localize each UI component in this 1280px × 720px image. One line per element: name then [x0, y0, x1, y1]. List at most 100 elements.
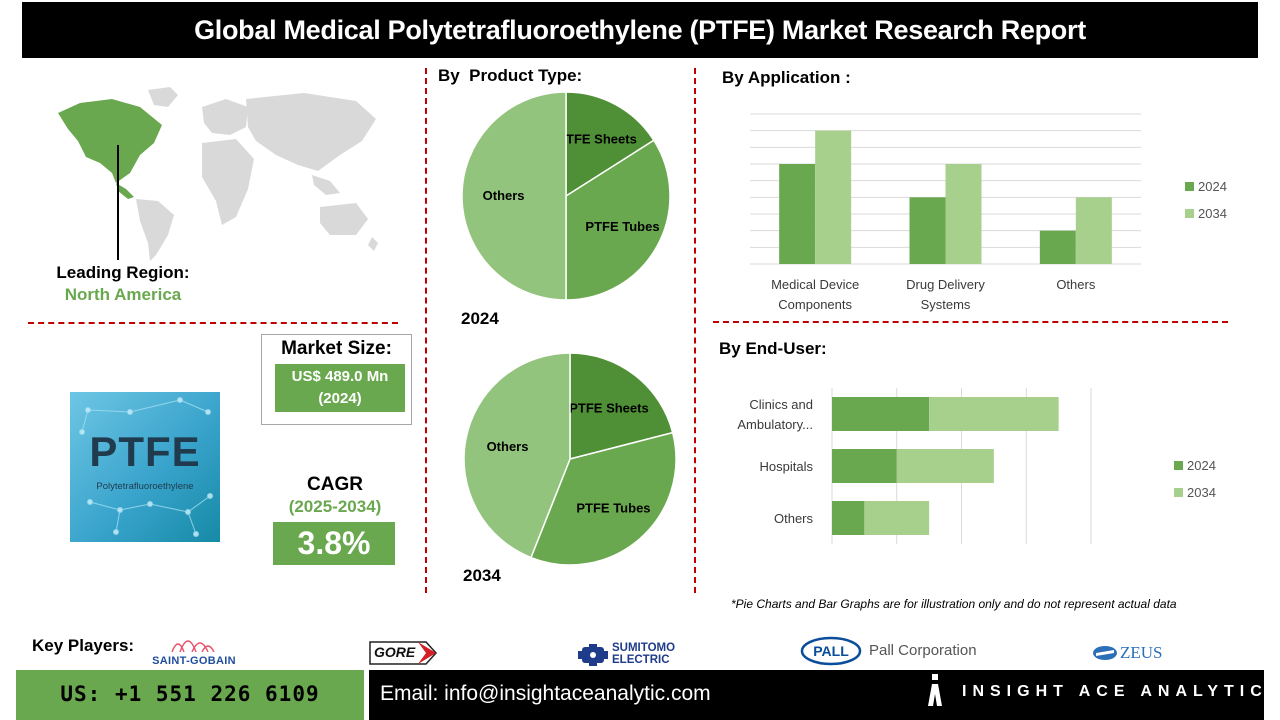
- pie-label-ptfe-tubes: PTFE Tubes: [585, 219, 659, 234]
- end-user-bar-chart: Clinics and Ambulatory... Hospitals Others 2…: [737, 388, 1216, 544]
- pie-2024-year-label: 2024: [461, 309, 499, 328]
- category-label: Clinics and: [749, 397, 813, 412]
- email-address[interactable]: Email: info@insightaceanalytic.com: [380, 682, 711, 705]
- bar-others-2024: [832, 501, 865, 535]
- zeus-logo: ZEUS: [1092, 643, 1182, 665]
- cagr-period: (2025-2034): [288, 497, 382, 516]
- contact-banner: [369, 670, 1264, 720]
- product-type-pie-2024: PTFE Sheets PTFE Tubes Others: [461, 91, 671, 301]
- south-america-shape: [136, 199, 174, 261]
- pie-label-others: Others: [487, 439, 529, 454]
- pall-oval-icon: [800, 636, 862, 666]
- legend-swatch-2024: [1174, 461, 1183, 470]
- sumitomo-electric-logo: SUMITOMO ELECTRIC: [578, 642, 688, 668]
- insight-ace-logo-icon: [928, 674, 942, 706]
- market-size-label: Market Size:: [281, 338, 392, 359]
- ptfe-product-image: [70, 392, 220, 542]
- zeus-emblem-icon: [1093, 646, 1117, 660]
- bar-medical-device-components-2034: [815, 130, 852, 264]
- category-label: Components: [778, 297, 852, 312]
- saint-gobain-text: SAINT-GOBAIN: [152, 655, 236, 667]
- pie-slice-ptfe-tubes: [565, 139, 671, 301]
- chart-disclaimer: *Pie Charts and Bar Graphs are for illus…: [731, 597, 1177, 611]
- market-size-year: (2024): [318, 390, 362, 407]
- sumitomo-emblem-icon: [578, 644, 608, 666]
- end-user-heading: By End-User:: [719, 339, 827, 358]
- zeus-text: ZEUS: [1120, 643, 1163, 662]
- leading-region-value: North America: [64, 285, 182, 304]
- central-america-shape: [116, 183, 134, 199]
- market-size-value: US$ 489.0 Mn: [291, 368, 389, 385]
- brand-name: INSIGHT ACE ANALYTIC: [962, 683, 1268, 700]
- asia-shape: [246, 93, 376, 171]
- category-label: Systems: [921, 297, 971, 312]
- pie-slice-ptfe-sheets: [569, 352, 674, 460]
- saint-gobain-arch-icon: [171, 640, 215, 652]
- legend-label-2034: 2034: [1187, 485, 1216, 500]
- application-heading: By Application :: [722, 68, 851, 87]
- market-size-badge: [275, 364, 405, 412]
- product-type-pie-2034: PTFE Sheets PTFE Tubes Others: [463, 352, 677, 566]
- ptfe-image-subtitle: Polytetrafluoroethylene: [96, 481, 194, 492]
- cagr-value: 3.8%: [297, 525, 371, 561]
- sumitomo-text: SUMITOMO: [612, 642, 676, 654]
- pie-slice-others: [461, 91, 567, 301]
- pie-label-ptfe-sheets: PTFE Sheets: [557, 131, 636, 146]
- bar-clinics-and-ambulatory-2024: [832, 397, 930, 431]
- category-label: Others: [774, 511, 814, 526]
- north-america-shape: [58, 99, 162, 183]
- cagr-badge: [273, 522, 395, 565]
- application-bar-chart: Medical Device Components Drug Delivery Sys…: [750, 113, 1227, 312]
- bar-hospitals-2034: [896, 449, 994, 483]
- title-bar: [22, 2, 1258, 58]
- category-label: Drug Delivery: [906, 277, 985, 292]
- greenland-shape: [148, 87, 178, 107]
- europe-shape: [202, 99, 248, 135]
- southeast-asia-shape: [312, 175, 340, 195]
- pall-oval-text: PALL: [813, 643, 849, 659]
- pie-2034-year-label: 2034: [463, 566, 501, 585]
- pie-slice-ptfe-tubes: [530, 431, 677, 566]
- pie-label-others: Others: [483, 188, 525, 203]
- legend-label-2024: 2024: [1198, 179, 1227, 194]
- molecule-network-icon: [79, 397, 213, 537]
- category-label: Others: [1056, 277, 1096, 292]
- bar-hospitals-2024: [832, 449, 897, 483]
- key-players-label: Key Players:: [32, 636, 135, 655]
- category-label: Hospitals: [760, 459, 814, 474]
- legend-swatch-2034: [1174, 488, 1183, 497]
- pie-slice-ptfe-sheets: [565, 91, 655, 198]
- leading-region-label: Leading Region:: [56, 263, 190, 282]
- cagr-label: CAGR: [307, 474, 363, 495]
- bar-medical-device-components-2024: [779, 164, 816, 264]
- pie-label-ptfe-sheets: PTFE Sheets: [569, 401, 648, 416]
- saint-gobain-logo: SAINT-GOBAIN: [142, 630, 242, 672]
- ptfe-image-title: PTFE: [89, 428, 201, 475]
- new-zealand-shape: [368, 237, 378, 251]
- bar-drug-delivery-systems-2034: [945, 164, 982, 264]
- category-label: Medical Device: [771, 277, 859, 292]
- gore-logo: GORE: [368, 640, 438, 666]
- legend-swatch-2034: [1185, 209, 1194, 218]
- legend-label-2034: 2034: [1198, 206, 1227, 221]
- phone-banner: [16, 670, 364, 720]
- product-type-heading: By Product Type:: [438, 66, 583, 85]
- category-label: Ambulatory...: [737, 417, 813, 432]
- legend-label-2024: 2024: [1187, 458, 1216, 473]
- pie-label-ptfe-tubes: PTFE Tubes: [576, 500, 650, 515]
- bar-clinics-and-ambulatory-2034: [929, 397, 1059, 431]
- pall-corporation-text: Pall Corporation: [869, 642, 977, 659]
- australia-shape: [320, 203, 368, 235]
- divider-left: [425, 68, 427, 593]
- divider-right-horizontal: [713, 321, 1228, 323]
- bar-others-2034: [1075, 197, 1112, 264]
- world-map: [58, 87, 378, 261]
- phone-number[interactable]: US: +1 551 226 6109: [60, 682, 320, 706]
- pie-slice-others: [463, 352, 571, 559]
- gore-text: GORE: [374, 644, 416, 660]
- bar-others-2034: [864, 501, 930, 535]
- page-title: Global Medical Polytetrafluoroethylene (…: [194, 15, 1086, 45]
- bar-others-2024: [1039, 230, 1076, 264]
- africa-shape: [202, 139, 254, 225]
- gore-badge-icon: [369, 641, 438, 665]
